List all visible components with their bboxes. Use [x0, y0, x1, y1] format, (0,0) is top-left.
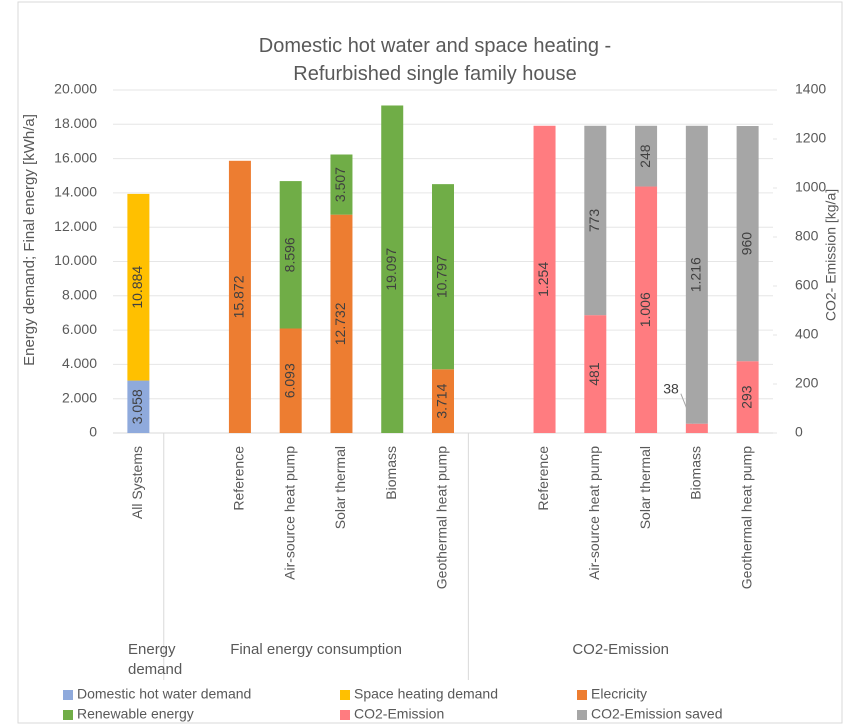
- x-tick-label: Reference: [231, 446, 247, 511]
- legend-swatch: [63, 690, 73, 700]
- y2-tick-label: 800: [795, 228, 819, 244]
- bar-segment: [685, 423, 708, 433]
- bar-segment: [533, 125, 556, 434]
- y-tick-label: 6.000: [62, 321, 97, 337]
- y-tick-label: 2.000: [62, 389, 97, 405]
- group-label: CO2-Emission: [572, 641, 670, 658]
- y-tick-label: 4.000: [62, 355, 97, 371]
- bar-segment: [635, 186, 658, 433]
- bar-segment: [635, 125, 658, 187]
- x-tick-label: Geothermal heat pump: [434, 446, 450, 589]
- legend-label: Domestic hot water demand: [77, 686, 251, 702]
- y2-axis-title: CO2- Emission [kg/a]: [823, 189, 839, 321]
- x-tick-label: Biomass: [688, 446, 704, 500]
- legend-swatch: [340, 690, 350, 700]
- y-tick-label: 10.000: [54, 252, 97, 268]
- value-label: 15.872: [231, 275, 247, 318]
- legend-label: CO2-Emission: [354, 706, 444, 722]
- value-label: 3.714: [434, 383, 450, 418]
- value-label: 8.596: [281, 237, 297, 272]
- y-tick-label: 16.000: [54, 149, 97, 165]
- legend-swatch: [577, 710, 587, 720]
- value-label: 38: [663, 380, 679, 396]
- y-axis-title: Energy demand; Final energy [kWh/a]: [21, 114, 38, 366]
- y2-tick-label: 200: [795, 375, 819, 391]
- bar-segment: [736, 361, 759, 433]
- y-tick-label: 20.000: [54, 81, 97, 97]
- legend-swatch: [577, 690, 587, 700]
- y-tick-label: 12.000: [54, 218, 97, 234]
- value-label: 10.797: [434, 255, 450, 298]
- value-label: 481: [586, 362, 602, 386]
- legend-label: Renewable energy: [77, 706, 194, 722]
- legend-label: Space heating demand: [354, 686, 498, 702]
- y2-tick-label: 600: [795, 277, 819, 293]
- value-label: 1.006: [637, 292, 653, 327]
- x-tick-label: Biomass: [383, 446, 399, 500]
- legend-swatch: [340, 710, 350, 720]
- value-label: 1.216: [688, 257, 704, 292]
- group-label: Final energy consumption: [230, 641, 402, 658]
- bar-segment: [330, 214, 353, 433]
- y2-tick-label: 1000: [795, 179, 826, 195]
- bar-segment: [736, 126, 759, 362]
- y2-tick-label: 1400: [795, 81, 826, 97]
- bar-segment: [584, 315, 607, 433]
- y2-tick-label: 400: [795, 326, 819, 342]
- bar-segment: [584, 125, 607, 316]
- x-tick-label: Reference: [535, 446, 551, 511]
- value-label: 960: [738, 232, 754, 256]
- value-label: 3.507: [332, 167, 348, 202]
- x-tick-label: Geothermal heat pump: [738, 446, 754, 589]
- value-label: 1.254: [535, 262, 551, 297]
- bar-segment: [330, 154, 353, 215]
- bar-segment: [685, 125, 708, 424]
- y-tick-label: 8.000: [62, 287, 97, 303]
- value-label: 6.093: [281, 363, 297, 398]
- group-label: Energy demand: [128, 641, 183, 678]
- value-label: 248: [637, 144, 653, 168]
- value-label: 12.732: [332, 302, 348, 345]
- value-label: 293: [738, 385, 754, 409]
- y-tick-label: 14.000: [54, 184, 97, 200]
- bar-segment: [127, 193, 150, 381]
- y2-tick-label: 1200: [795, 130, 826, 146]
- legend-label: Elecricity: [591, 686, 647, 702]
- bar-segment: [279, 181, 302, 329]
- legend-swatch: [63, 710, 73, 720]
- bar-segment: [228, 160, 251, 433]
- chart-frame: [17, 1, 843, 724]
- x-tick-label: Air-source heat pump: [281, 446, 297, 580]
- bar-segment: [432, 184, 454, 370]
- value-label: 773: [586, 209, 602, 233]
- x-tick-label: Air-source heat pump: [586, 446, 602, 580]
- value-label: 3.058: [129, 389, 145, 424]
- x-tick-label: Solar thermal: [637, 446, 653, 529]
- bar-segment: [432, 369, 454, 433]
- y2-tick-label: 0: [795, 424, 803, 440]
- x-tick-label: All Systems: [129, 446, 145, 519]
- bar-segment: [279, 328, 302, 433]
- bar-segment: [127, 380, 150, 433]
- value-label: 19.097: [383, 248, 399, 291]
- value-label: 10.884: [129, 266, 145, 309]
- y-tick-label: 0: [89, 424, 97, 440]
- y-tick-label: 18.000: [54, 115, 97, 131]
- x-tick-label: Solar thermal: [332, 446, 348, 529]
- chart-title: Domestic hot water and space heating - R…: [258, 35, 612, 85]
- bar-segment: [381, 105, 404, 433]
- legend-label: CO2-Emission saved: [591, 706, 723, 722]
